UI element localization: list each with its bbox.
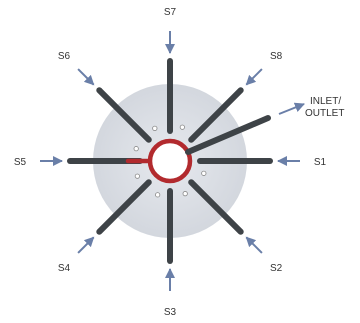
inlet-outlet-tube	[185, 115, 271, 155]
port-bar-s6	[96, 87, 152, 143]
arrow-s8	[245, 68, 263, 86]
port-bar-s2	[188, 179, 244, 235]
port-bar-s8	[188, 87, 244, 143]
arrow-s4	[77, 236, 95, 254]
outlet-label: OUTLET	[305, 108, 344, 119]
station-label-s5: S5	[14, 157, 27, 168]
port-bars	[67, 58, 273, 264]
station-label-s4: S4	[58, 263, 71, 274]
port-dot-s1	[201, 170, 207, 176]
station-label-s2: S2	[270, 263, 283, 274]
port-dot-s5	[133, 146, 139, 152]
station-arrows	[40, 31, 300, 291]
station-labels: S1 S2 S3 S4 S5 S6 S7 S8	[14, 7, 327, 318]
port-dots	[133, 124, 207, 198]
station-label-s1: S1	[314, 157, 327, 168]
center-ring	[147, 138, 193, 184]
station-label-s7: S7	[164, 7, 177, 18]
port-dot-s4	[134, 173, 140, 179]
arrow-s2	[245, 236, 263, 254]
port-dot-s6	[152, 125, 158, 131]
port-dot-s2	[182, 191, 188, 197]
port-dot-s7	[179, 124, 185, 130]
port-bar-s4	[96, 179, 152, 235]
arrow-s6	[77, 68, 95, 86]
station-label-s6: S6	[58, 51, 71, 62]
station-label-s8: S8	[270, 51, 283, 62]
inlet-outlet-arrow	[278, 102, 305, 115]
inlet-label: INLET/	[310, 96, 341, 107]
station-label-s3: S3	[164, 307, 177, 318]
port-dot-s3	[155, 192, 161, 198]
